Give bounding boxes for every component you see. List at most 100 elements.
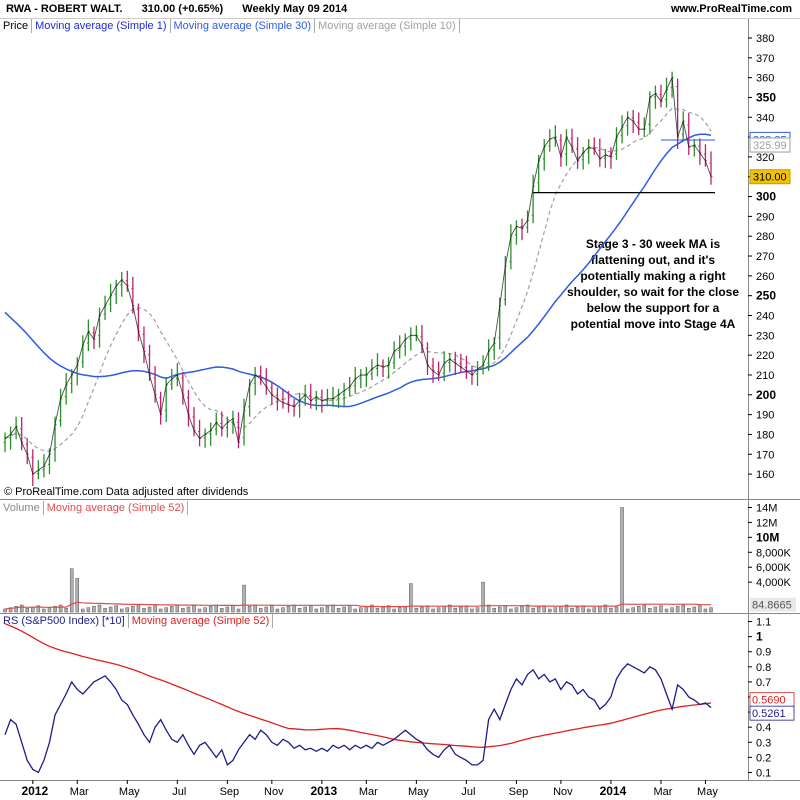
volume-tick-label: 6,000K xyxy=(756,562,792,574)
price-badge: 325.99 xyxy=(749,137,791,153)
volume-tick-label: 8,000K xyxy=(756,547,792,559)
volume-bar xyxy=(409,583,413,613)
volume-bar xyxy=(297,608,302,613)
rs-tick-label: 0.2 xyxy=(756,752,771,764)
volume-bar xyxy=(375,608,380,613)
volume-bar xyxy=(525,604,530,613)
volume-bar xyxy=(453,608,458,613)
legend-ma30[interactable]: Moving average (Simple 30) xyxy=(171,19,316,33)
volume-bar xyxy=(275,608,280,613)
volume-bar xyxy=(370,604,374,613)
volume-bar xyxy=(36,605,41,613)
rs-tick-label: 0.4 xyxy=(756,722,771,734)
volume-bar xyxy=(320,607,324,613)
volume-bar xyxy=(698,605,702,613)
volume-bar xyxy=(653,606,658,613)
site-label: www.ProRealTime.com xyxy=(670,3,792,15)
volume-badge-box xyxy=(750,597,796,612)
volume-bar xyxy=(292,604,296,613)
legend-ma10[interactable]: Moving average (Simple 10) xyxy=(315,19,460,33)
volume-bar xyxy=(670,607,674,613)
rs-line xyxy=(4,662,712,774)
volume-bar xyxy=(592,607,597,613)
price-tick-label: 210 xyxy=(756,370,774,382)
volume-bar xyxy=(114,605,118,613)
volume-bar xyxy=(620,507,624,613)
title-left: RWA - ROBERT WALT. 310.00 (+0.65%) Weekl… xyxy=(6,3,363,15)
legend-volume[interactable]: Volume xyxy=(0,501,44,515)
volume-bar xyxy=(314,608,319,613)
legend-price[interactable]: Price xyxy=(0,19,33,33)
volume-badge-label: 84.8665 xyxy=(752,600,792,612)
volume-bar xyxy=(570,608,574,613)
volume-bar xyxy=(509,608,513,613)
volume-bar xyxy=(564,604,569,613)
volume-tick-label: 12M xyxy=(756,517,777,529)
volume-bar xyxy=(308,605,313,613)
volume-bar xyxy=(281,607,285,613)
volume-bar xyxy=(636,606,641,613)
volume-bar xyxy=(181,608,185,613)
volume-bar xyxy=(331,604,335,613)
volume-bar xyxy=(14,606,18,613)
volume-bar xyxy=(153,605,157,613)
price-tick-label: 240 xyxy=(756,310,774,322)
x-tick-label: Mar xyxy=(653,786,672,798)
x-tick-label: 2013 xyxy=(311,784,338,798)
price-tick-label: 360 xyxy=(756,73,774,85)
volume-bar xyxy=(520,606,524,613)
volume-bar xyxy=(342,606,346,613)
volume-bar xyxy=(420,606,424,613)
volume-bar xyxy=(414,608,419,613)
ma10-line xyxy=(4,107,712,452)
volume-bar xyxy=(47,607,52,613)
legend-ma1[interactable]: Moving average (Simple 1) xyxy=(32,19,171,33)
rs-badge-label: 0.5261 xyxy=(752,708,786,720)
volume-bar xyxy=(203,607,207,613)
price-tick-label: 280 xyxy=(756,231,774,243)
volume-bar xyxy=(264,606,269,613)
legend-volume-ma52[interactable]: Moving average (Simple 52) xyxy=(44,501,189,515)
x-tick-label: Mar xyxy=(70,786,89,798)
volume-bar xyxy=(3,608,7,613)
volume-bar xyxy=(347,605,352,613)
x-tick-label: Mar xyxy=(359,786,378,798)
volume-bar xyxy=(442,606,446,613)
volume-bar xyxy=(58,604,63,613)
price-tick-label: 270 xyxy=(756,251,774,263)
legend-rs-ma52[interactable]: Moving average (Simple 52) xyxy=(129,614,274,628)
volume-bar xyxy=(609,608,613,613)
rs-tick-label: 0.1 xyxy=(756,767,771,779)
candles xyxy=(3,71,713,486)
volume-bar xyxy=(147,606,152,613)
volume-bar xyxy=(220,608,224,613)
price-tick-label: 370 xyxy=(756,53,774,65)
volume-bar xyxy=(103,608,107,613)
volume-bar xyxy=(397,607,402,613)
x-tick-label: Sep xyxy=(509,786,529,798)
volume-bar xyxy=(664,608,669,613)
volume-bar xyxy=(236,608,241,613)
rs-badge-label: 0.5690 xyxy=(752,695,786,707)
volume-bar xyxy=(325,606,330,613)
price-badge: 310.00 xyxy=(749,169,791,185)
volume-bar xyxy=(475,607,480,613)
volume-bar xyxy=(75,578,80,613)
rs-tick-label: 0.9 xyxy=(756,647,771,659)
symbol-label: RWA - ROBERT WALT. xyxy=(6,3,123,15)
price-badge-box xyxy=(749,169,791,185)
volume-bar xyxy=(208,606,213,613)
volume-bar xyxy=(81,608,85,613)
volume-bar xyxy=(498,606,502,613)
volume-bar xyxy=(242,584,246,613)
period-label: Weekly May 09 2014 xyxy=(242,3,348,15)
volume-bar xyxy=(8,607,13,613)
legend-rs[interactable]: RS (S&P500 Index) [*10] xyxy=(0,614,129,628)
x-tick-label: Jul xyxy=(172,786,186,798)
volume-bar xyxy=(481,581,485,613)
x-tick-label: May xyxy=(697,786,718,798)
rs-ma-line xyxy=(4,623,712,748)
ma30-line xyxy=(4,133,712,408)
volume-bar xyxy=(119,608,124,613)
